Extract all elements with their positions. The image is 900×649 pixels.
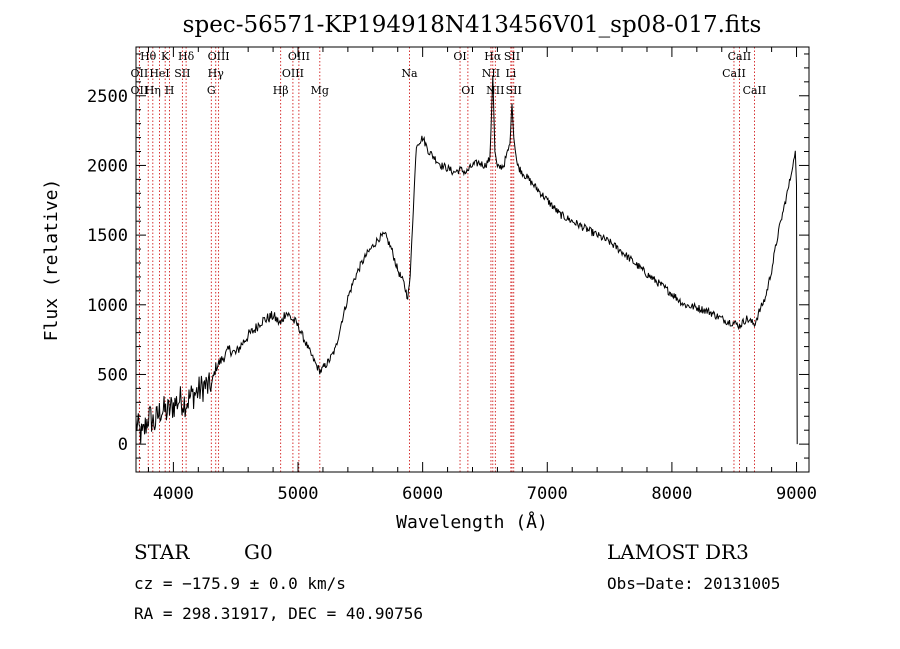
x-tick-label-3: 7000	[527, 484, 568, 504]
line-label-23: Li	[505, 67, 516, 80]
plot-frame	[135, 46, 810, 473]
line-label-12: Hβ	[273, 84, 289, 97]
chart-title: spec-56571-KP194918N413456V01_sp08-017.f…	[183, 12, 762, 38]
line-label-17: OI	[453, 50, 466, 63]
line-label-18: OI	[461, 84, 474, 97]
line-label-4: K	[161, 50, 170, 63]
line-label-25: CaII	[728, 50, 752, 63]
line-label-21: NII	[486, 84, 504, 97]
line-label-9: OIII	[208, 50, 230, 63]
x-tick-label-2: 6000	[402, 484, 443, 504]
y-tick-label-4: 2000	[87, 156, 128, 176]
line-label-2: OII	[131, 67, 149, 80]
line-label-8: Hδ	[178, 50, 195, 63]
line-label-19: Hα	[484, 50, 502, 63]
x-tick-label-0: 4000	[153, 484, 194, 504]
line-label-7: SII	[174, 67, 190, 80]
line-label-26: CaII	[722, 67, 746, 80]
x-tick-label-5: 9000	[776, 484, 817, 504]
y-tick-label-1: 500	[97, 365, 128, 385]
survey-name: LAMOST DR3	[607, 540, 749, 564]
x-tick-label-1: 5000	[278, 484, 319, 504]
line-label-16: Na	[401, 67, 418, 80]
line-label-5: HeI	[149, 67, 169, 80]
y-axis-label: Flux (relative)	[41, 179, 62, 342]
x-tick-label-4: 8000	[651, 484, 692, 504]
line-label-0: OII	[131, 84, 149, 97]
y-tick-label-2: 1000	[87, 296, 128, 316]
line-label-20: NII	[482, 67, 500, 80]
line-label-11: G	[207, 84, 216, 97]
line-label-13: OIII	[288, 50, 310, 63]
object-class: STAR	[134, 540, 190, 564]
line-label-10: Hγ	[208, 67, 225, 80]
axis-tick-labels: 4000 5000 6000 7000 8000 9000 0 500 1000 1500 2000…	[87, 87, 817, 504]
y-tick-label-0: 0	[118, 435, 128, 455]
y-tick-label-5: 2500	[87, 87, 128, 107]
redshift-text: cz = −175.9 ± 0.0 km/s	[134, 574, 346, 593]
line-label-1: Hθ	[140, 50, 157, 63]
spectrum-line	[135, 75, 798, 445]
x-axis-label: Wavelength (Å)	[396, 511, 548, 533]
axis-ticks	[136, 47, 809, 472]
obs-date-text: Obs−Date: 20131005	[607, 574, 780, 593]
line-label-27: CaII	[743, 84, 767, 97]
spectral-line-markers	[138, 47, 755, 472]
object-subclass: G0	[244, 540, 273, 564]
line-label-24: SII	[506, 84, 522, 97]
coordinates-text: RA = 298.31917, DEC = 40.90756	[134, 604, 423, 623]
line-label-14: OIII	[282, 67, 304, 80]
line-label-15: Mg	[311, 84, 329, 97]
line-label-6: H	[165, 84, 175, 97]
line-label-3: Hη	[145, 84, 161, 97]
y-tick-label-3: 1500	[87, 226, 128, 246]
line-label-22: SII	[504, 50, 520, 63]
